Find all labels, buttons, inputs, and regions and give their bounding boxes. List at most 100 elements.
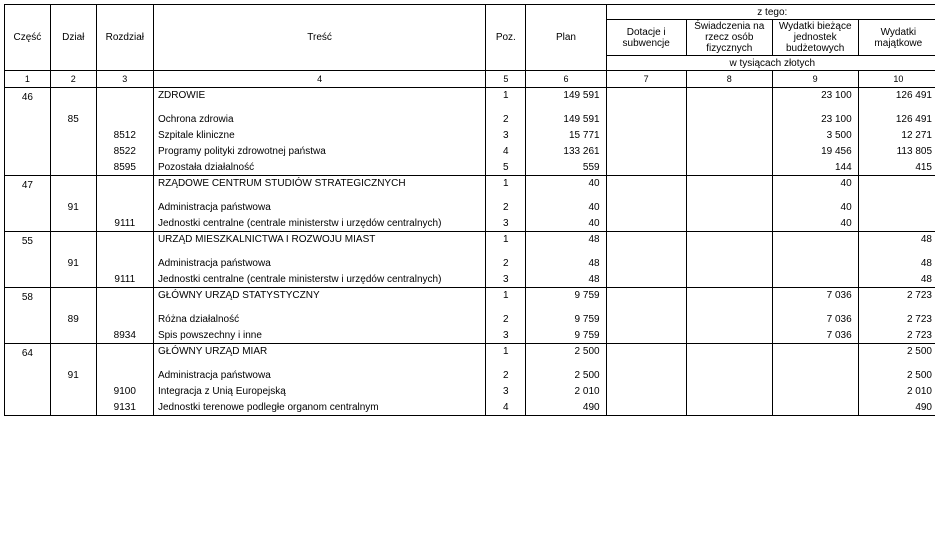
cell-tresc: Pozostała działalność bbox=[153, 160, 485, 176]
cell-tresc: Jednostki centralne (centrale ministerst… bbox=[153, 272, 485, 288]
cell-swiadczenia bbox=[686, 176, 772, 192]
cell-wbj: 23 100 bbox=[772, 112, 858, 128]
cell-rozdzial: 9111 bbox=[96, 216, 153, 232]
spacer-cell bbox=[686, 104, 772, 112]
cell-wbj: 7 036 bbox=[772, 312, 858, 328]
cell-wbj: 144 bbox=[772, 160, 858, 176]
cell-tresc: Różna działalność bbox=[153, 312, 485, 328]
spacer-cell bbox=[486, 360, 526, 368]
table-row: 91Administracja państwowa24848 bbox=[5, 256, 935, 272]
cell-wbj: 23 100 bbox=[772, 88, 858, 104]
cell-dzial bbox=[50, 216, 96, 232]
cell-tresc: Spis powszechny i inne bbox=[153, 328, 485, 344]
cell-tresc: GŁÓWNY URZĄD MIAR bbox=[153, 344, 485, 360]
cell-swiadczenia bbox=[686, 328, 772, 344]
spacer-cell bbox=[686, 192, 772, 200]
cell-majatkowe: 113 805 bbox=[858, 144, 935, 160]
cell-wbj: 40 bbox=[772, 216, 858, 232]
cell-dotacje bbox=[606, 232, 686, 248]
spacer-row bbox=[5, 304, 935, 312]
cell-dotacje bbox=[606, 328, 686, 344]
spacer-cell bbox=[153, 360, 485, 368]
cell-poz: 3 bbox=[486, 128, 526, 144]
cell-tresc: Jednostki centralne (centrale ministerst… bbox=[153, 216, 485, 232]
cell-tresc: Programy polityki zdrowotnej państwa bbox=[153, 144, 485, 160]
cell-swiadczenia bbox=[686, 216, 772, 232]
spacer-cell bbox=[606, 104, 686, 112]
cell-tresc: RZĄDOWE CENTRUM STUDIÓW STRATEGICZNYCH bbox=[153, 176, 485, 192]
cell-dotacje bbox=[606, 200, 686, 216]
cell-swiadczenia bbox=[686, 384, 772, 400]
cell-majatkowe: 415 bbox=[858, 160, 935, 176]
cell-dotacje bbox=[606, 288, 686, 304]
spacer-cell bbox=[486, 248, 526, 256]
cell-dotacje bbox=[606, 272, 686, 288]
colnum-4: 4 bbox=[153, 71, 485, 88]
cell-poz: 4 bbox=[486, 144, 526, 160]
cell-plan: 48 bbox=[526, 232, 606, 248]
spacer-cell bbox=[96, 248, 153, 256]
colnum-10: 10 bbox=[858, 71, 935, 88]
spacer-cell bbox=[858, 192, 935, 200]
hdr-wtys: w tysiącach złotych bbox=[606, 56, 935, 71]
cell-swiadczenia bbox=[686, 368, 772, 384]
cell-swiadczenia bbox=[686, 144, 772, 160]
cell-plan: 2 010 bbox=[526, 384, 606, 400]
cell-tresc: Integracja z Unią Europejską bbox=[153, 384, 485, 400]
cell-plan: 9 759 bbox=[526, 312, 606, 328]
table-row: 91Administracja państwowa22 5002 500 bbox=[5, 368, 935, 384]
cell-wbj bbox=[772, 368, 858, 384]
cell-dzial: 89 bbox=[50, 312, 96, 328]
cell-swiadczenia bbox=[686, 272, 772, 288]
hdr-majatkowe: Wydatki majątkowe bbox=[858, 20, 935, 56]
cell-majatkowe: 126 491 bbox=[858, 88, 935, 104]
cell-dzial bbox=[50, 344, 96, 360]
cell-plan: 559 bbox=[526, 160, 606, 176]
cell-majatkowe bbox=[858, 216, 935, 232]
cell-wbj bbox=[772, 400, 858, 416]
cell-wbj: 19 456 bbox=[772, 144, 858, 160]
spacer-row bbox=[5, 104, 935, 112]
table-row: 46ZDROWIE1149 59123 100126 491 bbox=[5, 88, 935, 104]
cell-dzial bbox=[50, 128, 96, 144]
spacer-cell bbox=[606, 360, 686, 368]
cell-rozdzial bbox=[96, 112, 153, 128]
cell-dotacje bbox=[606, 256, 686, 272]
spacer-cell bbox=[486, 104, 526, 112]
cell-rozdzial bbox=[96, 288, 153, 304]
cell-tresc: Administracja państwowa bbox=[153, 368, 485, 384]
cell-plan: 48 bbox=[526, 272, 606, 288]
cell-swiadczenia bbox=[686, 88, 772, 104]
spacer-cell bbox=[526, 104, 606, 112]
cell-majatkowe bbox=[858, 200, 935, 216]
cell-tresc: ZDROWIE bbox=[153, 88, 485, 104]
cell-plan: 149 591 bbox=[526, 112, 606, 128]
cell-poz: 4 bbox=[486, 400, 526, 416]
cell-rozdzial: 9111 bbox=[96, 272, 153, 288]
cell-dotacje bbox=[606, 216, 686, 232]
cell-dotacje bbox=[606, 384, 686, 400]
cell-czesc: 58 bbox=[5, 288, 51, 344]
spacer-cell bbox=[96, 192, 153, 200]
cell-swiadczenia bbox=[686, 128, 772, 144]
spacer-cell bbox=[686, 360, 772, 368]
spacer-row bbox=[5, 360, 935, 368]
cell-plan: 133 261 bbox=[526, 144, 606, 160]
cell-swiadczenia bbox=[686, 160, 772, 176]
cell-plan: 490 bbox=[526, 400, 606, 416]
hdr-swiadczenia: Świadczenia na rzecz osób fizycznych bbox=[686, 20, 772, 56]
cell-dotacje bbox=[606, 344, 686, 360]
cell-majatkowe: 2 723 bbox=[858, 288, 935, 304]
spacer-cell bbox=[858, 360, 935, 368]
cell-poz: 2 bbox=[486, 368, 526, 384]
spacer-cell bbox=[606, 248, 686, 256]
spacer-cell bbox=[858, 304, 935, 312]
table-row: 8595Pozostała działalność5559144415 bbox=[5, 160, 935, 176]
cell-tresc: Ochrona zdrowia bbox=[153, 112, 485, 128]
cell-swiadczenia bbox=[686, 288, 772, 304]
cell-poz: 2 bbox=[486, 200, 526, 216]
cell-majatkowe: 2 500 bbox=[858, 368, 935, 384]
hdr-tresc: Treść bbox=[153, 5, 485, 71]
spacer-cell bbox=[50, 192, 96, 200]
table-row: 91Administracja państwowa24040 bbox=[5, 200, 935, 216]
